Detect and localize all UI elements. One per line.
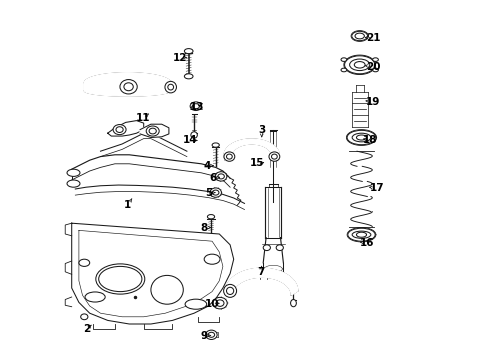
Text: 9: 9 [200, 330, 207, 341]
Text: 15: 15 [249, 158, 264, 168]
Ellipse shape [99, 266, 142, 292]
Text: 16: 16 [359, 238, 373, 248]
Ellipse shape [190, 132, 197, 138]
Ellipse shape [192, 104, 199, 109]
Ellipse shape [354, 33, 364, 39]
Ellipse shape [218, 174, 224, 179]
Ellipse shape [81, 314, 88, 320]
Ellipse shape [340, 68, 346, 72]
Text: 14: 14 [183, 135, 198, 145]
Ellipse shape [164, 81, 176, 93]
Text: 21: 21 [366, 33, 380, 43]
Ellipse shape [208, 332, 214, 337]
Ellipse shape [224, 152, 234, 161]
Ellipse shape [184, 49, 193, 54]
Ellipse shape [356, 232, 366, 237]
Text: 10: 10 [204, 299, 219, 309]
Ellipse shape [268, 152, 279, 161]
Text: 7: 7 [257, 267, 264, 277]
Ellipse shape [85, 292, 105, 302]
Ellipse shape [271, 154, 277, 159]
Text: 13: 13 [189, 102, 204, 112]
Text: 18: 18 [363, 135, 377, 145]
Ellipse shape [204, 254, 220, 264]
Ellipse shape [356, 135, 366, 140]
Ellipse shape [347, 228, 374, 241]
Text: 5: 5 [204, 188, 212, 198]
Polygon shape [84, 73, 170, 96]
Text: 3: 3 [258, 125, 265, 135]
Ellipse shape [212, 190, 219, 195]
Ellipse shape [351, 133, 370, 142]
Text: 1: 1 [123, 200, 131, 210]
Ellipse shape [212, 143, 219, 147]
Ellipse shape [212, 297, 227, 309]
Ellipse shape [340, 58, 346, 62]
Ellipse shape [276, 245, 283, 251]
Ellipse shape [149, 128, 156, 134]
Text: 2: 2 [83, 324, 91, 334]
Polygon shape [140, 124, 168, 138]
Text: 8: 8 [200, 222, 207, 233]
Text: 6: 6 [209, 173, 216, 183]
Ellipse shape [223, 284, 236, 297]
Text: 4: 4 [203, 161, 210, 171]
Ellipse shape [167, 84, 173, 90]
Ellipse shape [151, 275, 183, 304]
Ellipse shape [67, 169, 80, 176]
Ellipse shape [346, 130, 375, 145]
Ellipse shape [354, 62, 365, 68]
Ellipse shape [290, 300, 296, 307]
Ellipse shape [207, 215, 214, 219]
Text: 11: 11 [136, 113, 150, 123]
Ellipse shape [372, 68, 378, 72]
Ellipse shape [263, 245, 270, 251]
Ellipse shape [349, 59, 369, 71]
Ellipse shape [79, 259, 89, 266]
Ellipse shape [116, 127, 123, 132]
Ellipse shape [215, 172, 226, 181]
Ellipse shape [205, 330, 217, 339]
Ellipse shape [190, 102, 201, 111]
Ellipse shape [185, 299, 206, 309]
Ellipse shape [184, 74, 193, 79]
Text: 12: 12 [172, 53, 186, 63]
Ellipse shape [113, 125, 126, 135]
Ellipse shape [67, 180, 80, 187]
Polygon shape [72, 223, 233, 324]
Ellipse shape [209, 188, 221, 197]
Ellipse shape [226, 287, 233, 294]
Ellipse shape [96, 264, 144, 294]
Polygon shape [225, 268, 297, 295]
Ellipse shape [344, 56, 374, 74]
Ellipse shape [226, 154, 232, 159]
Text: 17: 17 [369, 183, 384, 193]
Text: 20: 20 [366, 62, 380, 72]
Ellipse shape [146, 126, 159, 136]
Ellipse shape [351, 231, 370, 238]
Ellipse shape [215, 298, 223, 303]
Ellipse shape [372, 58, 378, 62]
Text: 19: 19 [366, 96, 380, 107]
Ellipse shape [123, 83, 133, 91]
Polygon shape [224, 139, 279, 161]
Ellipse shape [351, 31, 367, 41]
Ellipse shape [120, 80, 137, 94]
Ellipse shape [216, 300, 224, 306]
Polygon shape [107, 121, 143, 136]
